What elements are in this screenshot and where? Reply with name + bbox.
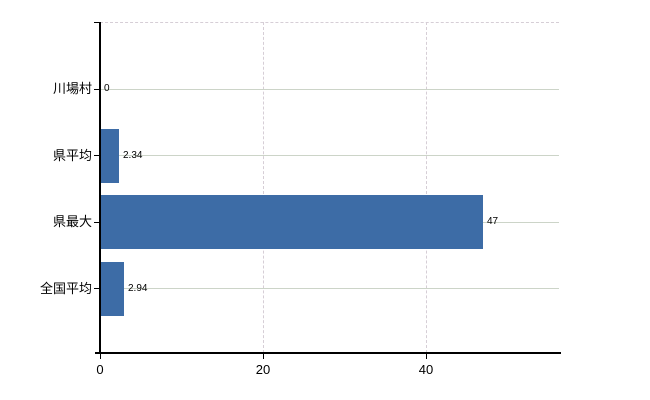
category-label: 県最大	[52, 214, 92, 229]
bar	[100, 195, 483, 249]
v-gridline	[263, 22, 264, 353]
y-axis-line	[99, 22, 101, 353]
y-tick	[94, 88, 100, 90]
category-label: 県平均	[52, 147, 92, 163]
bar	[100, 261, 124, 316]
bar-value-label: 47	[487, 216, 499, 227]
plot-top-border	[100, 22, 559, 23]
bar-value-label: 2.34	[123, 149, 143, 161]
bar-value-label: 0	[104, 83, 110, 94]
y-tick	[94, 155, 100, 156]
x-tick-label: 0	[96, 362, 104, 377]
x-tick-label: 20	[255, 362, 271, 377]
x-tick	[100, 354, 101, 359]
y-tick	[94, 221, 100, 223]
bar	[100, 128, 119, 183]
x-tick-label: 40	[418, 362, 434, 377]
bar-value-label: 2.94	[128, 282, 148, 294]
category-label: 川場村	[52, 81, 92, 96]
y-tick-top	[94, 22, 100, 23]
v-gridline	[426, 22, 427, 353]
x-axis-line	[95, 352, 561, 354]
y-tick	[94, 288, 100, 289]
x-tick	[426, 354, 427, 359]
x-tick	[263, 354, 264, 359]
h-gridline	[100, 288, 559, 289]
h-gridline	[100, 88, 559, 90]
category-label: 全国平均	[39, 280, 92, 296]
h-gridline	[100, 155, 559, 156]
